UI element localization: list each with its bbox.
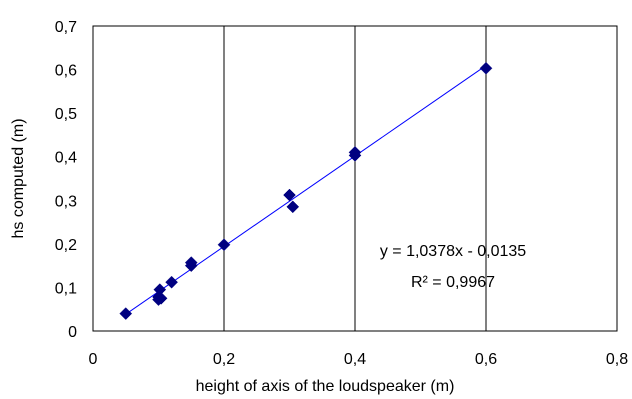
x-axis-title: height of axis of the loudspeaker (m)	[196, 378, 455, 395]
x-tick-label: 0,8	[606, 351, 628, 368]
data-point	[119, 307, 133, 320]
data-point	[165, 275, 178, 289]
y-tick-label: 0	[68, 324, 77, 341]
data-point	[286, 200, 300, 214]
y-tick-label: 0,5	[55, 106, 77, 123]
data-point	[283, 188, 296, 202]
data-point	[479, 61, 493, 75]
x-axis-tick-labels: 0 0,2 0,4 0,6 0,8	[89, 351, 629, 368]
y-tick-label: 0,2	[55, 237, 77, 254]
y-tick-label: 0,6	[55, 63, 77, 80]
y-axis-title: hs computed (m)	[10, 118, 27, 238]
data-point	[154, 291, 168, 305]
x-tick-label: 0,4	[344, 351, 366, 368]
trendline-equation: y = 1,0378x - 0,0135	[380, 243, 526, 260]
x-tick-label: 0	[89, 351, 98, 368]
trendline	[125, 65, 487, 315]
y-tick-label: 0,4	[55, 150, 77, 167]
grid-lines	[223, 26, 487, 331]
y-tick-label: 0,3	[55, 193, 77, 210]
y-tick-label: 0,7	[55, 19, 77, 36]
data-point	[217, 238, 231, 252]
data-point	[348, 146, 362, 159]
x-tick-label: 0,6	[475, 351, 497, 368]
plot-area-frame	[92, 25, 618, 332]
r-squared-label: R² = 0,9967	[411, 274, 495, 291]
data-point	[184, 256, 198, 269]
y-tick-label: 0,1	[55, 280, 77, 297]
x-tick-label: 0,2	[213, 351, 235, 368]
data-points	[119, 61, 493, 320]
y-axis-tick-labels: 0 0,1 0,2 0,3 0,4 0,5 0,6 0,7	[55, 19, 77, 341]
